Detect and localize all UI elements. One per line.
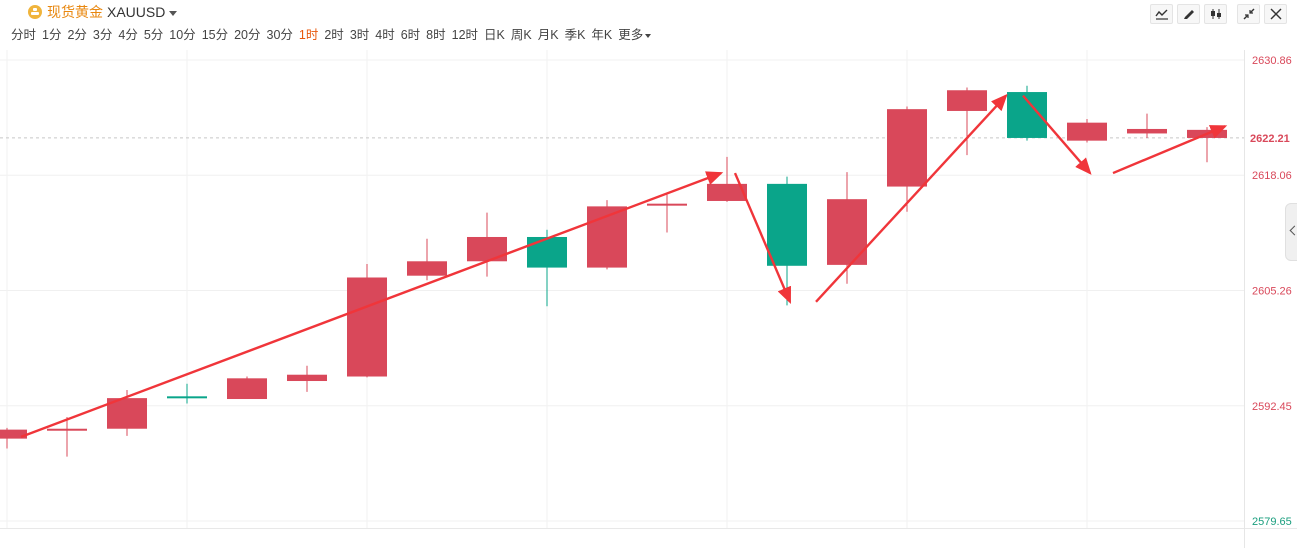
interval-tab[interactable]: 20分 (234, 28, 261, 42)
trend-arrow (815, 93, 1008, 303)
interval-tab[interactable]: 分时 (11, 28, 37, 42)
interval-tab[interactable]: 10分 (169, 28, 196, 42)
interval-tab[interactable]: 6时 (400, 28, 421, 42)
interval-tab[interactable]: 日K (484, 28, 505, 42)
trend-arrow (733, 172, 792, 305)
more-intervals-label: 更多 (618, 28, 644, 42)
interval-tab[interactable]: 周K (510, 28, 532, 42)
trend-arrow (1112, 125, 1228, 175)
interval-tab[interactable]: 月K (537, 28, 559, 42)
y-tick-label: 2605.26 (1252, 285, 1292, 297)
trend-arrow (1022, 94, 1092, 175)
interval-tab[interactable]: 8时 (426, 28, 446, 42)
candle-body (347, 277, 387, 377)
candle-body (167, 396, 207, 399)
candle-body (827, 199, 867, 265)
candle-body (887, 109, 927, 187)
shrink-icon (1243, 8, 1254, 20)
candle-body (467, 236, 507, 262)
side-panel-toggle[interactable] (1285, 203, 1297, 261)
y-tick-label: 2618.06 (1252, 170, 1292, 182)
line-tool-button[interactable] (1150, 4, 1173, 24)
close-button[interactable] (1264, 4, 1287, 24)
interval-tabs: 分时 1分 2分 3分 4分 5分 10分 15分 20分 30分 1时 2时 3时 4时 6时 8时 12时日… (8, 27, 654, 45)
candle-body (1127, 128, 1167, 134)
y-tick-label: 2592.45 (1252, 401, 1292, 413)
interval-tab[interactable]: 15分 (201, 28, 229, 42)
interval-tab[interactable]: 5分 (143, 28, 164, 42)
interval-tab[interactable]: 3时 (349, 28, 370, 42)
interval-tab[interactable]: 年K (591, 28, 613, 42)
chevron-down-icon (645, 33, 652, 38)
y-tick-label: 2630.86 (1252, 55, 1292, 67)
interval-tab[interactable]: 1时 (298, 28, 319, 42)
y-tick-label: 2579.65 (1252, 516, 1292, 528)
interval-tab[interactable]: 1分 (42, 28, 62, 42)
draw-button[interactable] (1177, 4, 1200, 24)
instrument-selector[interactable]: 现货黄金 XAUUSD (28, 3, 178, 21)
candle-body (47, 428, 87, 431)
interval-tab[interactable]: 2分 (67, 28, 87, 42)
current-price-label: 2622.21 (1250, 133, 1290, 145)
chart-header: 现货黄金 XAUUSD (0, 0, 1297, 24)
pen-draw-icon (1183, 10, 1194, 19)
interval-tab[interactable]: 30分 (266, 28, 293, 42)
interval-tab[interactable]: 3分 (92, 28, 113, 42)
interval-tab[interactable]: 季K (564, 28, 586, 42)
candle-body (227, 378, 267, 400)
more-intervals-dropdown[interactable]: 更多 (615, 27, 654, 45)
interval-tab[interactable]: 4时 (375, 28, 395, 42)
candle-body (1067, 122, 1107, 141)
chart-toolbar (1150, 4, 1287, 24)
candle-style-button[interactable] (1204, 4, 1227, 24)
candle-body (407, 261, 447, 276)
interval-tab[interactable]: 12时 (451, 28, 479, 42)
candle-body (107, 398, 147, 429)
candle-body (527, 236, 567, 268)
interval-tab[interactable]: 2时 (324, 28, 344, 42)
gold-coin-icon (28, 5, 42, 19)
instrument-name: 现货黄金 (47, 4, 103, 20)
shrink-button[interactable] (1237, 4, 1260, 24)
candle-body (947, 90, 987, 111)
candle-body (287, 374, 327, 382)
candle-body (647, 203, 687, 206)
line-tool-icon (1154, 9, 1168, 20)
candle-body (707, 183, 747, 201)
current-price-tag (1246, 128, 1297, 147)
candle-style-icon (1210, 9, 1221, 19)
close-icon (1270, 8, 1281, 20)
trend-arrow (20, 171, 724, 438)
chevron-down-icon (169, 10, 178, 16)
instrument-symbol: XAUUSD (107, 4, 166, 20)
candle-body (0, 429, 27, 439)
candle-body (767, 183, 807, 266)
interval-tab[interactable]: 4分 (118, 28, 138, 42)
